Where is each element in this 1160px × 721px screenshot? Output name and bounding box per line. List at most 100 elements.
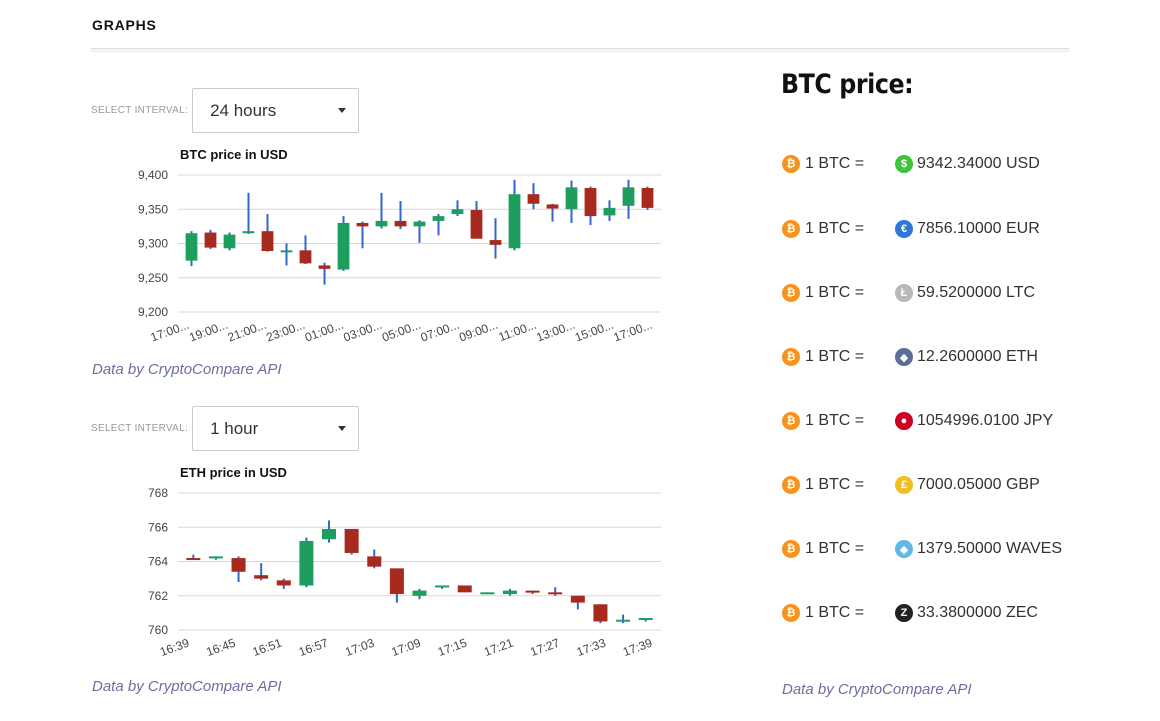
select-value: 24 hours [210,100,277,120]
candle-body [527,194,540,204]
x-tick-label: 13:00... [534,318,576,345]
rate-label: 1 BTC = [805,412,865,429]
candle-body [641,188,654,208]
candle-body [412,590,427,596]
rate-left: ₿ 1 BTC = [782,412,895,430]
candle-body [389,568,404,595]
candle-body [375,220,388,227]
price-credit[interactable]: Data by CryptoCompare API [782,681,972,698]
candle-body [451,209,464,215]
candle-body [489,240,502,245]
zec-icon: Z [895,604,913,622]
eth-chart-credit[interactable]: Data by CryptoCompare API [92,678,282,695]
candle-body [584,188,597,217]
candle-body [280,250,293,253]
rate-left: ₿ 1 BTC = [782,604,895,622]
candle-body [432,216,445,221]
y-tick-label: 760 [148,623,168,637]
gbp-icon: £ [895,476,913,494]
x-tick-label: 01:00... [303,318,345,345]
btc-interval-row: SELECT INTERVAL: 24 hours [91,88,360,133]
rate-row: ₿ 1 BTC = ◆ 12.2600000 ETH [782,345,1038,369]
rate-row: ₿ 1 BTC = €7856.10000 EUR [782,217,1040,241]
eth-interval-select[interactable]: 1 hour [192,406,360,451]
y-tick-label: 9,300 [138,237,168,251]
bitcoin-icon: ₿ [782,284,800,302]
candle-body [508,194,521,249]
interval-label: SELECT INTERVAL: [91,423,189,434]
x-tick-label: 19:00... [187,318,229,345]
candle-body [344,528,359,553]
candle-body [223,234,236,249]
btc-interval-select[interactable]: 24 hours [192,88,360,133]
rate-left: ₿ 1 BTC = [782,220,895,238]
candle-body [299,250,312,264]
jpy-flag-icon: ● [895,412,913,430]
btc-price-chart: BTC price in USD 9,200 9,250 9,300 9,350 9,40… [138,147,661,345]
x-tick-label: 17:00... [149,318,191,345]
rate-label: 1 BTC = [805,476,865,493]
candle-body [276,580,291,586]
candle-body [470,209,483,239]
bitcoin-icon: ₿ [782,604,800,622]
rate-left: ₿ 1 BTC = [782,476,895,494]
chart-title: BTC price in USD [180,147,288,162]
candle-body [242,231,255,234]
candle-body [457,585,472,593]
x-tick-label: 16:51 [251,636,284,660]
candle-body [367,556,382,567]
candle-body [299,540,314,586]
rate-row: ₿ 1 BTC = Ł 59.5200000 LTC [782,281,1035,305]
rate-label: 1 BTC = [805,220,865,237]
rate-row: ₿ 1 BTC = Z 33.3800000 ZEC [782,601,1038,625]
candle-body [394,220,407,227]
eur-icon: € [895,220,913,238]
x-tick-label: 15:00... [573,318,615,345]
candle-body [525,590,540,593]
candle-body [502,590,517,595]
candle-body [638,618,653,621]
rate-label: 1 BTC = [805,348,865,365]
x-tick-label: 17:33 [575,636,608,660]
y-tick-label: 9,400 [138,168,168,182]
rate-left: ₿ 1 BTC = [782,284,895,302]
x-tick-label: 17:03 [343,636,376,660]
candle-body [616,619,631,622]
x-tick-label: 03:00... [342,318,384,345]
candle-body [603,207,616,216]
bitcoin-icon: ₿ [782,540,800,558]
rate-value: 7856.10000 EUR [917,220,1040,237]
candle-body [565,187,578,210]
rate-value: 59.5200000 LTC [917,284,1036,301]
eth-price-chart: ETH price in USD 760 762 764 766 768 16:39 16:4… [148,465,661,660]
x-tick-label: 17:15 [436,636,469,660]
candle-body [435,585,450,588]
chart-title: ETH price in USD [180,465,287,480]
candle-body [318,265,331,269]
x-tick-label: 17:09 [390,636,423,660]
bitcoin-icon: ₿ [782,476,800,494]
candle-body [413,221,426,227]
candle-body [208,556,223,559]
select-value: 1 hour [210,418,259,438]
y-tick-label: 762 [148,589,168,603]
btc-chart-credit[interactable]: Data by CryptoCompare API [92,361,282,378]
bitcoin-icon: ₿ [782,412,800,430]
rate-value: 1054996.0100 JPY [917,412,1054,429]
rate-value: 12.2600000 ETH [917,348,1038,365]
waves-icon: ◆ [895,540,913,558]
y-tick-label: 766 [148,520,168,534]
candle-body [254,575,269,579]
y-tick-label: 764 [148,555,168,569]
candle-body [261,231,274,252]
x-tick-label: 07:00... [419,318,461,345]
rate-label: 1 BTC = [805,284,865,301]
rate-value: 7000.05000 GBP [917,476,1040,493]
rate-value: 1379.50000 WAVES [917,540,1062,557]
rate-label: 1 BTC = [805,604,865,621]
bitcoin-icon: ₿ [782,155,800,173]
caret-down-icon [338,108,347,113]
y-tick-label: 9,350 [138,202,168,216]
candle-body [480,592,495,595]
rate-row: ₿ 1 BTC = £7000.05000 GBP [782,473,1040,497]
